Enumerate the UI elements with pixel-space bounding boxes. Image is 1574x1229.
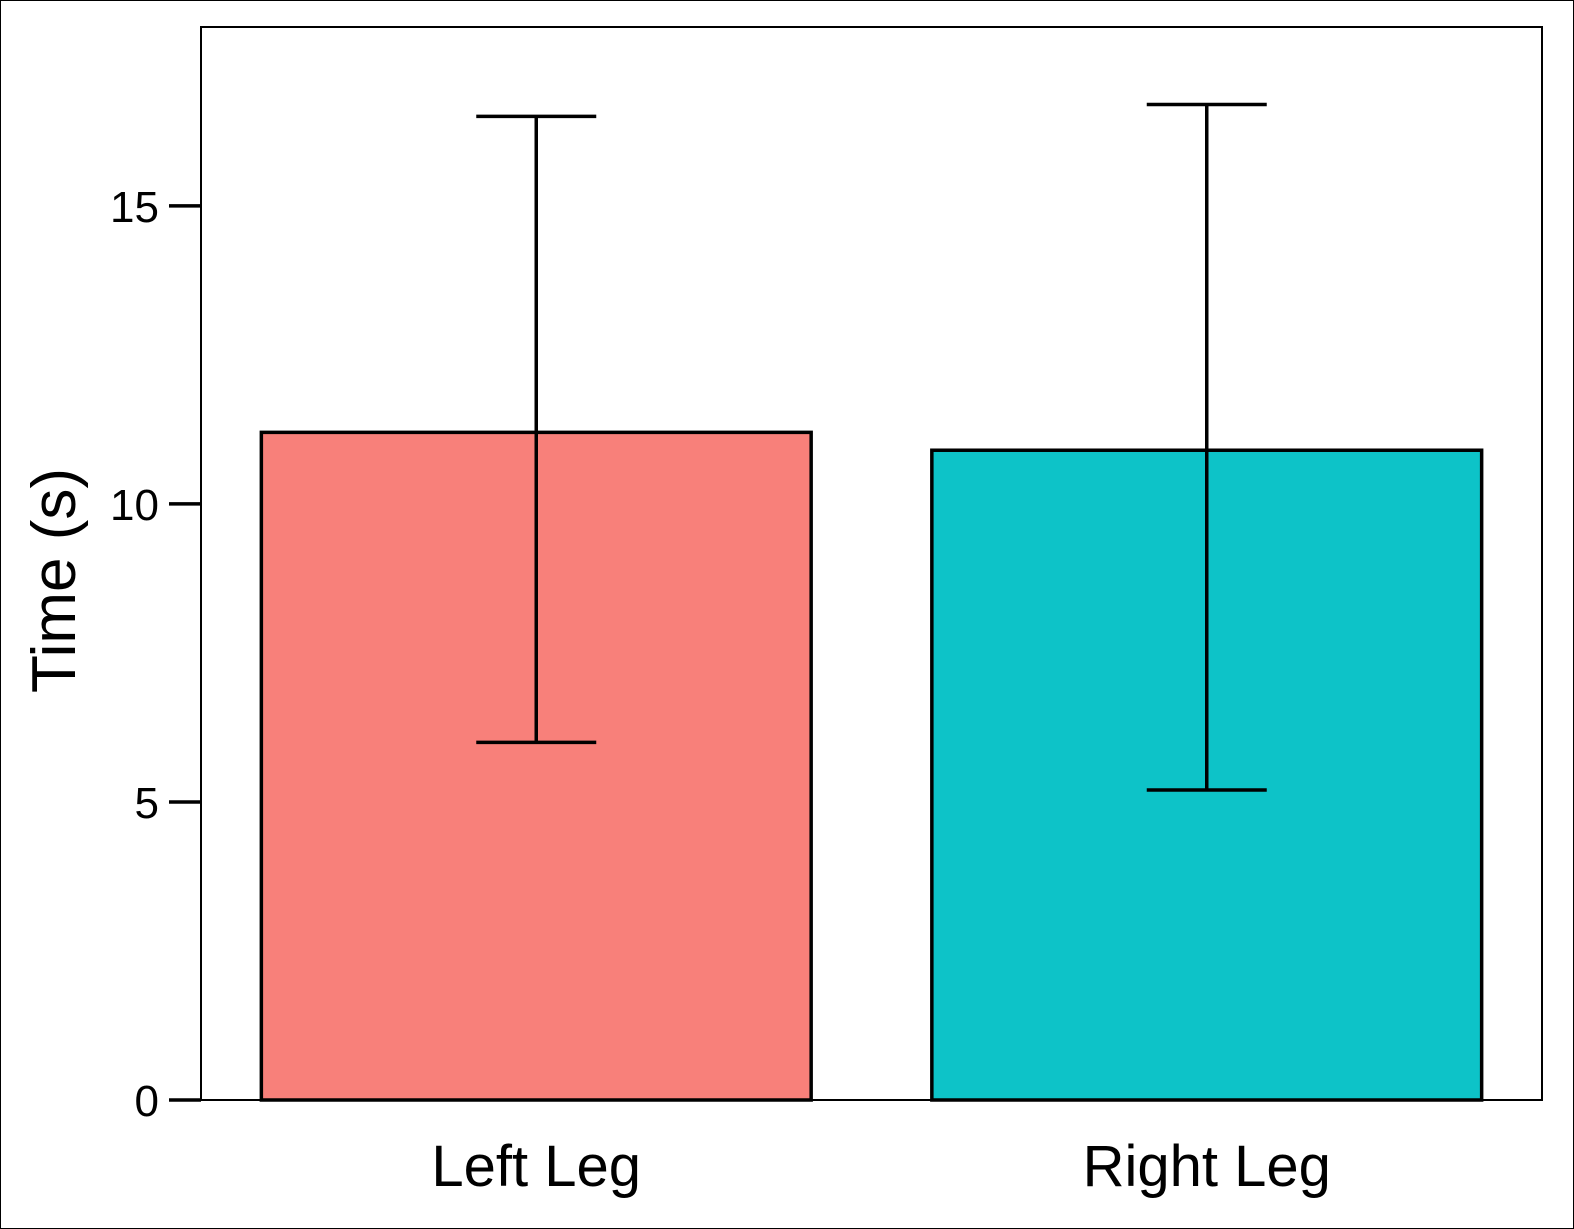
y-tick-label: 0 <box>135 1077 159 1126</box>
x-tick-label: Left Leg <box>431 1134 641 1199</box>
error-bar <box>1146 102 1267 792</box>
plot-panel <box>200 26 1543 1101</box>
bars-layer <box>259 430 1484 1102</box>
x-axis: Left Leg Right Leg <box>431 1134 1330 1199</box>
y-axis: 0 5 10 15 <box>110 183 201 1126</box>
y-tick-label: 10 <box>110 481 159 530</box>
y-tick-label: 15 <box>110 183 159 232</box>
y-axis-title: Time (s) <box>20 468 89 693</box>
y-tick-label: 5 <box>135 779 159 828</box>
error-bars-layer <box>476 102 1267 792</box>
x-tick-label: Right Leg <box>1083 1134 1331 1199</box>
error-bar <box>476 114 597 745</box>
